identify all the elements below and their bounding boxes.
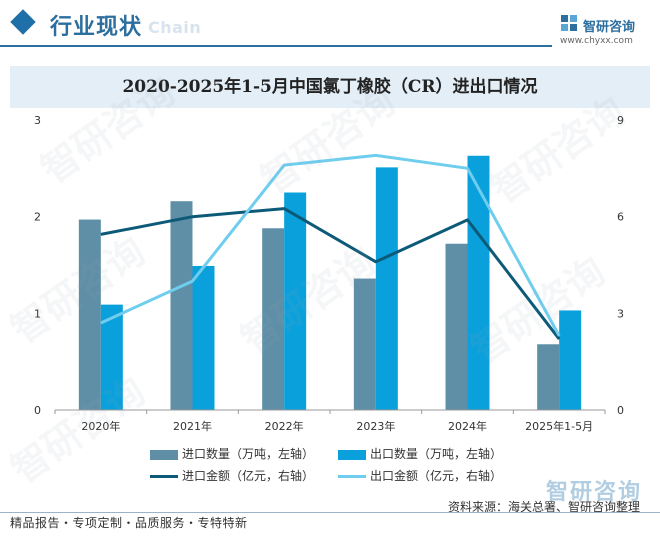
bar-export-qty: [100, 304, 123, 410]
y-left-tick-label: 1: [34, 307, 41, 320]
y-right-tick-label: 6: [617, 211, 624, 224]
footer-tagline: 精品报告・专项定制・品质服务・专特特新: [10, 516, 248, 530]
bar-import-qty: [353, 278, 376, 410]
header-underline: [0, 45, 552, 47]
legend-label-import-qty: 进口数量（万吨，左轴）: [182, 447, 315, 461]
x-tick-label: 2020年: [81, 419, 120, 433]
legend-item-export-amt: 出口金额（亿元，右轴）: [338, 467, 502, 485]
section-title: 行业现状: [50, 15, 143, 40]
legend-swatch-export-amt: [338, 475, 366, 478]
bar-import-qty: [170, 201, 193, 410]
y-right-tick-label: 9: [617, 114, 624, 127]
footer-divider: [0, 512, 660, 513]
x-tick-label: 2024年: [448, 419, 487, 433]
axes-group: 0 1 2 3 0 3 6 9 2020年 2021年 2022年 2023年 2024年 2025年1-…: [34, 114, 624, 433]
legend-item-import-qty: 进口数量（万吨，左轴）: [150, 445, 314, 463]
bar-export-qty: [559, 310, 582, 410]
legend-label-export-qty: 出口数量（万吨，左轴）: [370, 447, 503, 461]
bar-export-qty: [192, 265, 215, 410]
legend-swatch-export-qty: [338, 449, 366, 460]
y-left-tick-label: 2: [34, 211, 41, 224]
lines-group: [100, 153, 561, 341]
brand-logo-icon: [561, 15, 577, 31]
brand-url[interactable]: www.chyxx.com: [560, 36, 633, 46]
bar-export-qty: [467, 155, 490, 410]
x-tick-label: 2025年1-5月: [525, 419, 593, 433]
bar-export-qty: [375, 167, 398, 410]
x-tick-label: 2021年: [173, 419, 212, 433]
legend-label-export-amt: 出口金额（亿元，右轴）: [370, 469, 503, 483]
header-ghost-text: Chain: [148, 18, 202, 37]
line-export-amount: [100, 153, 561, 337]
brand-block[interactable]: 智研咨询 www.chyxx.com: [560, 14, 650, 48]
diamond-icon: [10, 9, 36, 35]
legend-label-import-amt: 进口金额（亿元，右轴）: [182, 469, 315, 483]
bar-import-qty: [262, 228, 285, 410]
bars-group: [78, 155, 582, 410]
bar-import-qty: [78, 219, 101, 410]
bar-import-qty: [537, 344, 560, 410]
legend-swatch-import-qty: [150, 449, 178, 460]
x-tick-label: 2022年: [265, 419, 304, 433]
chart-title-band: 2020-2025年1-5月中国氯丁橡胶（CR）进出口情况: [10, 66, 650, 108]
footer-brand-watermark: 智研咨询: [545, 480, 642, 505]
bar-export-qty: [284, 192, 307, 410]
y-left-tick-label: 3: [34, 114, 41, 127]
page-header: 行业现状 Chain 智研咨询 www.chyxx.com: [0, 0, 660, 50]
chart-title: 2020-2025年1-5月中国氯丁橡胶（CR）进出口情况: [122, 77, 538, 97]
line-import-amount: [100, 207, 561, 341]
data-source: 资料来源：海关总署、智研咨询整理: [447, 500, 640, 514]
y-right-tick-label: 0: [617, 404, 624, 417]
chart-svg: 0 1 2 3 0 3 6 9 2020年 2021年 2022年 2023年 2024年 2025年1-…: [34, 114, 624, 433]
y-right-tick-label: 3: [617, 307, 624, 320]
x-tick-label: 2023年: [356, 419, 395, 433]
legend-item-export-qty: 出口数量（万吨，左轴）: [338, 445, 502, 463]
chart-legend: 进口数量（万吨，左轴） 出口数量（万吨，左轴） 进口金额（亿元，右轴） 出口金额…: [150, 445, 530, 489]
bar-import-qty: [445, 243, 468, 410]
y-left-tick-label: 0: [34, 404, 41, 417]
legend-item-import-amt: 进口金额（亿元，右轴）: [150, 467, 314, 485]
brand-name: 智研咨询: [583, 20, 636, 35]
legend-swatch-import-amt: [150, 475, 178, 478]
